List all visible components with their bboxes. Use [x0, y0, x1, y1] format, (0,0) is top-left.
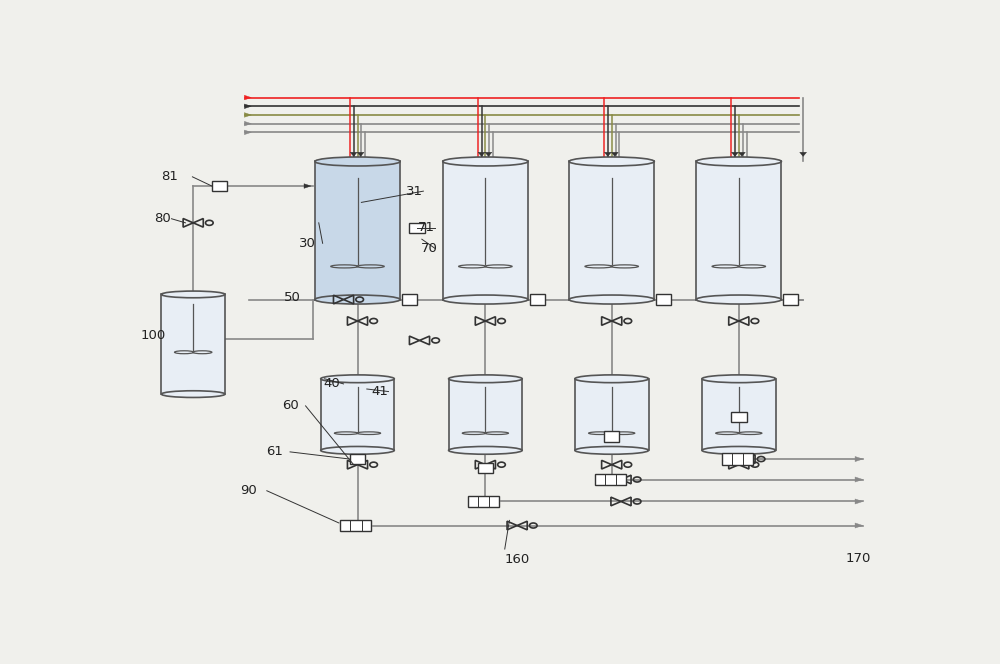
Bar — [340, 520, 371, 531]
Ellipse shape — [575, 375, 649, 382]
Text: 80: 80 — [154, 212, 171, 225]
Text: 70: 70 — [421, 242, 438, 255]
Text: 30: 30 — [299, 237, 316, 250]
Text: 60: 60 — [282, 399, 299, 412]
Bar — [315, 161, 400, 299]
Bar — [212, 181, 227, 191]
Polygon shape — [800, 152, 807, 156]
Bar — [478, 463, 493, 473]
Text: 41: 41 — [371, 385, 388, 398]
Ellipse shape — [702, 446, 776, 454]
Bar — [783, 294, 798, 305]
Bar — [569, 161, 654, 299]
Ellipse shape — [161, 291, 225, 297]
Bar — [604, 432, 619, 442]
Polygon shape — [732, 152, 738, 156]
Ellipse shape — [696, 157, 781, 166]
Text: 71: 71 — [418, 222, 435, 234]
Text: 100: 100 — [140, 329, 166, 342]
Bar — [468, 496, 499, 507]
Text: 170: 170 — [846, 552, 871, 565]
Polygon shape — [738, 152, 745, 156]
Polygon shape — [855, 523, 863, 528]
Ellipse shape — [161, 390, 225, 398]
Ellipse shape — [569, 157, 654, 166]
Ellipse shape — [449, 446, 522, 454]
Ellipse shape — [569, 295, 654, 304]
Text: 90: 90 — [240, 484, 256, 497]
Bar — [575, 378, 649, 450]
Polygon shape — [611, 152, 618, 156]
Bar — [702, 378, 776, 450]
Polygon shape — [350, 152, 357, 156]
Ellipse shape — [321, 375, 394, 382]
Polygon shape — [244, 130, 251, 135]
Bar — [443, 161, 528, 299]
Bar — [595, 474, 626, 485]
Polygon shape — [485, 152, 492, 156]
Polygon shape — [855, 499, 863, 504]
Bar — [402, 294, 417, 305]
Text: 61: 61 — [266, 446, 283, 458]
Bar — [731, 412, 747, 422]
Polygon shape — [855, 477, 863, 482]
Text: 81: 81 — [161, 171, 178, 183]
Bar — [656, 294, 671, 305]
Text: 31: 31 — [406, 185, 423, 198]
Polygon shape — [304, 184, 311, 189]
Polygon shape — [855, 456, 863, 461]
Ellipse shape — [315, 157, 400, 166]
Polygon shape — [244, 122, 251, 126]
Polygon shape — [357, 152, 364, 156]
Polygon shape — [244, 113, 251, 118]
Polygon shape — [604, 152, 611, 156]
Text: 40: 40 — [323, 377, 340, 390]
Ellipse shape — [575, 446, 649, 454]
Text: 160: 160 — [505, 552, 530, 566]
Bar — [696, 161, 781, 299]
Bar — [449, 378, 522, 450]
Polygon shape — [244, 95, 251, 100]
Bar — [350, 454, 365, 464]
Ellipse shape — [315, 295, 400, 304]
Ellipse shape — [449, 375, 522, 382]
Ellipse shape — [696, 295, 781, 304]
Polygon shape — [478, 152, 485, 156]
Ellipse shape — [443, 295, 528, 304]
Bar — [161, 294, 225, 394]
Bar — [530, 294, 545, 305]
Ellipse shape — [443, 157, 528, 166]
Bar — [409, 223, 425, 233]
Polygon shape — [244, 104, 251, 109]
Ellipse shape — [321, 446, 394, 454]
Text: 50: 50 — [284, 291, 301, 304]
Ellipse shape — [702, 375, 776, 382]
Bar — [722, 454, 753, 465]
Bar — [321, 378, 394, 450]
